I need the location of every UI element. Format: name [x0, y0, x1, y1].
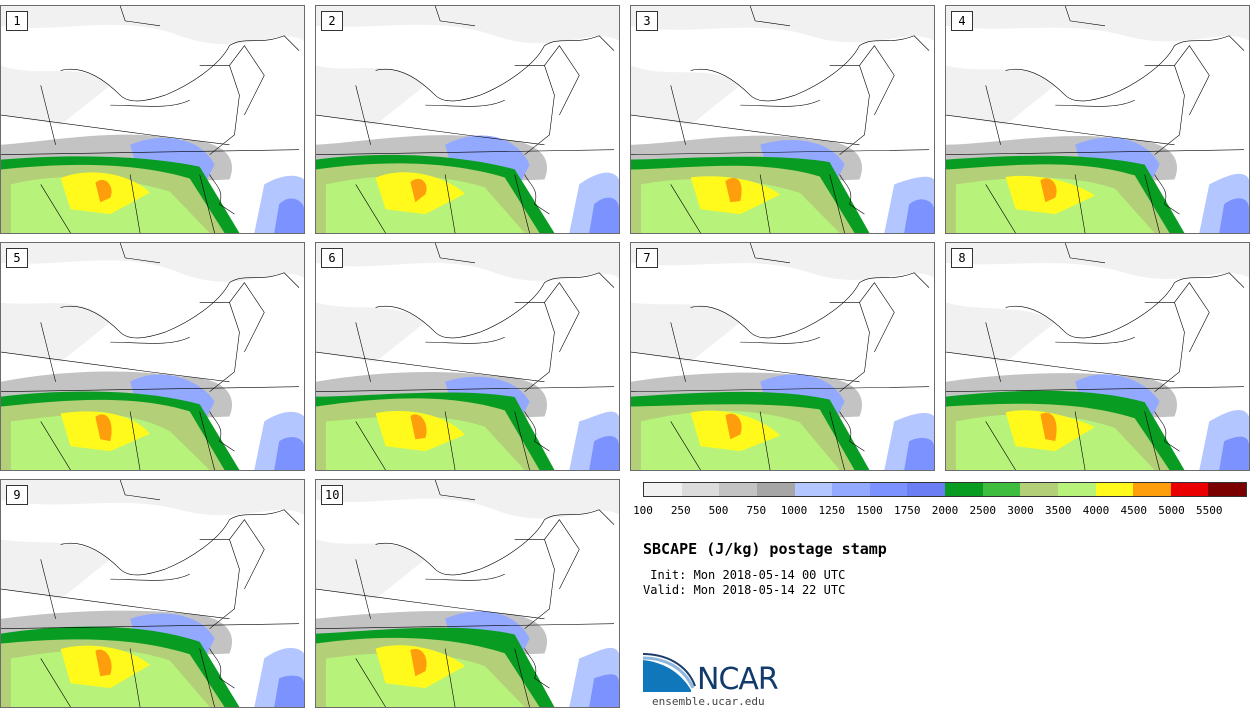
member-number-label: 7 — [636, 248, 658, 268]
colorbar-segment — [1020, 483, 1058, 496]
map-panel-member-10: 10 — [315, 479, 620, 708]
valid-time: Valid: Mon 2018-05-14 22 UTC — [643, 583, 846, 597]
colorbar-segment — [794, 483, 833, 496]
colorbar-tick-label: 500 — [708, 504, 729, 517]
plot-title: SBCAPE (J/kg) postage stamp — [643, 540, 887, 558]
colorbar-tick-label: 5500 — [1196, 504, 1223, 517]
colorbar-segment — [1095, 483, 1134, 496]
colorbar-tick-label: 100 — [633, 504, 653, 517]
member-number-label: 6 — [321, 248, 343, 268]
colorbar-tick-label: 1250 — [818, 504, 846, 517]
map-panel-member-8: 8 — [945, 242, 1250, 471]
member-number-label: 3 — [636, 11, 658, 31]
map-panel-member-2: 2 — [315, 5, 620, 234]
colorbar-tick-label: 750 — [746, 504, 767, 517]
colorbar-tick-label: 3000 — [1007, 504, 1034, 517]
member-number-label: 10 — [321, 485, 344, 505]
map-panel-member-9: 9 — [0, 479, 305, 708]
member-number-label: 5 — [6, 248, 28, 268]
colorbar-segment — [869, 483, 908, 496]
colorbar-segment — [1133, 483, 1171, 496]
ncar-logo-text: NCAR — [697, 662, 779, 697]
member-number-label: 9 — [6, 485, 28, 505]
map-panel-member-4: 4 — [945, 5, 1250, 234]
colorbar-tick-label: 1750 — [894, 504, 921, 517]
init-time: Init: Mon 2018-05-14 00 UTC — [643, 568, 846, 582]
colorbar-tick-label: 4500 — [1120, 504, 1148, 517]
member-number-label: 8 — [951, 248, 973, 268]
colorbar-segment — [832, 483, 870, 496]
map-panel-member-1: 1 — [0, 5, 305, 234]
colorbar-segment — [1057, 483, 1096, 496]
member-number-label: 1 — [6, 11, 28, 31]
ncar-logo — [643, 653, 696, 692]
map-panel-member-3: 3 — [630, 5, 935, 234]
colorbar-tick-label: 4000 — [1082, 504, 1110, 517]
colorbar-segment — [982, 483, 1021, 496]
colorbar-tick-label: 1000 — [780, 504, 808, 517]
colorbar-tick-label: 1500 — [856, 504, 883, 517]
colorbar-segment — [756, 483, 795, 496]
site-url[interactable]: ensemble.ucar.edu — [652, 695, 765, 708]
colorbar-segment — [644, 483, 682, 496]
colorbar-segment — [681, 483, 720, 496]
colorbar-segment — [1170, 483, 1209, 496]
colorbar-segment — [907, 483, 945, 496]
colorbar-tick-label: 3500 — [1045, 504, 1072, 517]
sbcape-colorbar — [643, 482, 1247, 497]
colorbar-segment — [945, 483, 983, 496]
map-panel-member-6: 6 — [315, 242, 620, 471]
colorbar-tick-label: 250 — [670, 504, 691, 517]
colorbar-tick-label: 2000 — [931, 504, 959, 517]
map-panel-member-7: 7 — [630, 242, 935, 471]
colorbar-tick-label: 5000 — [1158, 504, 1185, 517]
member-number-label: 4 — [951, 11, 973, 31]
colorbar-segment — [1208, 483, 1246, 496]
map-panel-member-5: 5 — [0, 242, 305, 471]
colorbar-segment — [719, 483, 757, 496]
member-number-label: 2 — [321, 11, 343, 31]
colorbar-tick-label: 2500 — [969, 504, 997, 517]
